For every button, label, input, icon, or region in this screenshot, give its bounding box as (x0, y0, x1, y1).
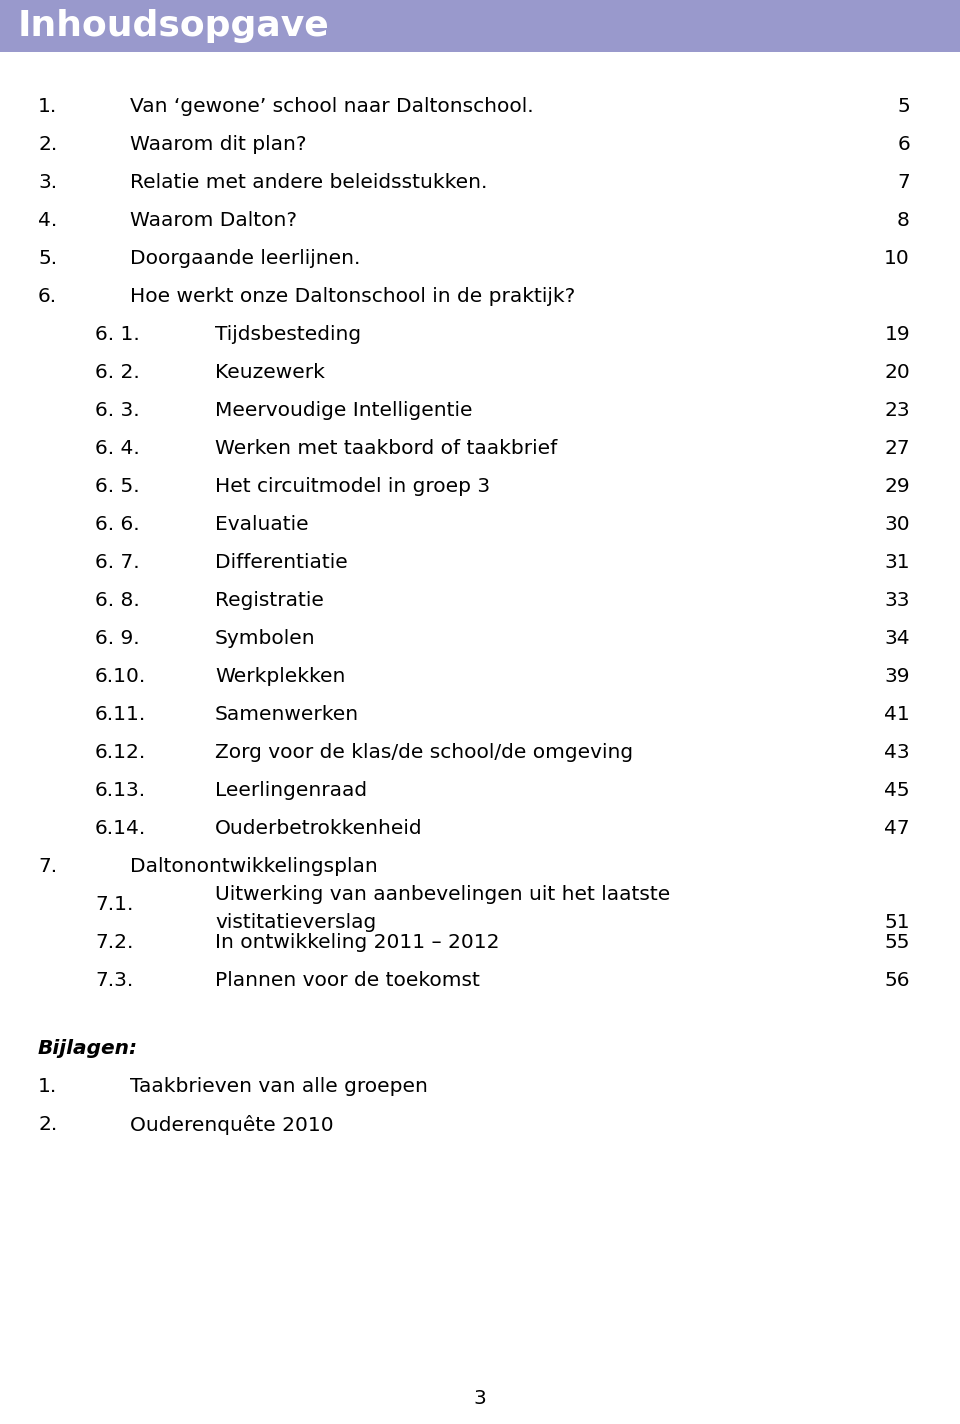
Text: 7.3.: 7.3. (95, 971, 133, 991)
Text: 7: 7 (898, 174, 910, 192)
Text: 7.: 7. (38, 857, 58, 877)
Text: 1.: 1. (38, 1078, 58, 1096)
Text: 2.: 2. (38, 135, 58, 154)
Text: 1.: 1. (38, 97, 58, 117)
Text: Daltonontwikkelingsplan: Daltonontwikkelingsplan (130, 857, 377, 877)
Text: 6. 9.: 6. 9. (95, 629, 139, 648)
Text: Relatie met andere beleidsstukken.: Relatie met andere beleidsstukken. (130, 174, 488, 192)
Text: 43: 43 (884, 743, 910, 762)
Text: 6. 6.: 6. 6. (95, 515, 139, 534)
Text: Werkplekken: Werkplekken (215, 668, 346, 686)
Text: Waarom Dalton?: Waarom Dalton? (130, 212, 297, 231)
Text: 33: 33 (884, 591, 910, 611)
Text: 47: 47 (884, 819, 910, 839)
Text: Zorg voor de klas/de school/de omgeving: Zorg voor de klas/de school/de omgeving (215, 743, 634, 762)
Text: 3: 3 (473, 1390, 487, 1408)
Text: 39: 39 (884, 668, 910, 686)
Text: Ouderenquête 2010: Ouderenquête 2010 (130, 1115, 334, 1135)
Text: 51: 51 (884, 914, 910, 933)
Text: Meervoudige Intelligentie: Meervoudige Intelligentie (215, 402, 472, 420)
Text: 5.: 5. (38, 249, 58, 269)
Text: 10: 10 (884, 249, 910, 269)
Text: Ouderbetrokkenheid: Ouderbetrokkenheid (215, 819, 422, 839)
Text: Taakbrieven van alle groepen: Taakbrieven van alle groepen (130, 1078, 428, 1096)
Text: Plannen voor de toekomst: Plannen voor de toekomst (215, 971, 480, 991)
Text: 55: 55 (884, 934, 910, 953)
Text: 4.: 4. (38, 212, 58, 231)
Text: 2.: 2. (38, 1115, 58, 1135)
Text: 6.: 6. (38, 288, 58, 306)
Text: 29: 29 (884, 477, 910, 497)
Text: Symbolen: Symbolen (215, 629, 316, 648)
Text: Keuzewerk: Keuzewerk (215, 363, 324, 383)
Text: Bijlagen:: Bijlagen: (38, 1040, 138, 1058)
Text: Inhoudsopgave: Inhoudsopgave (18, 9, 329, 43)
Text: Waarom dit plan?: Waarom dit plan? (130, 135, 306, 154)
Text: Registratie: Registratie (215, 591, 324, 611)
Text: 5: 5 (898, 97, 910, 117)
Text: Doorgaande leerlijnen.: Doorgaande leerlijnen. (130, 249, 360, 269)
Text: 6. 5.: 6. 5. (95, 477, 139, 497)
Text: 23: 23 (884, 402, 910, 420)
Text: Leerlingenraad: Leerlingenraad (215, 782, 367, 800)
Text: 19: 19 (884, 326, 910, 345)
Text: 34: 34 (884, 629, 910, 648)
Text: 6.11.: 6.11. (95, 705, 146, 725)
Text: 6. 3.: 6. 3. (95, 402, 139, 420)
Text: 6. 8.: 6. 8. (95, 591, 140, 611)
Text: Van ‘gewone’ school naar Daltonschool.: Van ‘gewone’ school naar Daltonschool. (130, 97, 534, 117)
Text: Werken met taakbord of taakbrief: Werken met taakbord of taakbrief (215, 440, 557, 459)
Text: Evaluatie: Evaluatie (215, 515, 308, 534)
Text: vistitatieverslag: vistitatieverslag (215, 914, 376, 933)
Text: 27: 27 (884, 440, 910, 459)
Text: 6.13.: 6.13. (95, 782, 146, 800)
Text: Tijdsbesteding: Tijdsbesteding (215, 326, 361, 345)
Text: 31: 31 (884, 554, 910, 572)
Text: 20: 20 (884, 363, 910, 383)
Text: 56: 56 (884, 971, 910, 991)
Text: 6. 4.: 6. 4. (95, 440, 140, 459)
Text: 45: 45 (884, 782, 910, 800)
Text: 7.2.: 7.2. (95, 934, 133, 953)
Text: 41: 41 (884, 705, 910, 725)
Text: Het circuitmodel in groep 3: Het circuitmodel in groep 3 (215, 477, 491, 497)
Text: 6.12.: 6.12. (95, 743, 146, 762)
Text: 6. 7.: 6. 7. (95, 554, 139, 572)
Text: 6: 6 (898, 135, 910, 154)
Text: In ontwikkeling 2011 – 2012: In ontwikkeling 2011 – 2012 (215, 934, 499, 953)
Text: 3.: 3. (38, 174, 58, 192)
Text: 6. 1.: 6. 1. (95, 326, 140, 345)
Text: Hoe werkt onze Daltonschool in de praktijk?: Hoe werkt onze Daltonschool in de prakti… (130, 288, 575, 306)
Text: Uitwerking van aanbevelingen uit het laatste: Uitwerking van aanbevelingen uit het laa… (215, 886, 670, 904)
Text: Differentiatie: Differentiatie (215, 554, 348, 572)
FancyBboxPatch shape (0, 0, 960, 53)
Text: 30: 30 (884, 515, 910, 534)
Text: 6.10.: 6.10. (95, 668, 146, 686)
Text: 6.14.: 6.14. (95, 819, 146, 839)
Text: 7.1.: 7.1. (95, 896, 133, 914)
Text: Samenwerken: Samenwerken (215, 705, 359, 725)
Text: 8: 8 (898, 212, 910, 231)
Text: 6. 2.: 6. 2. (95, 363, 140, 383)
